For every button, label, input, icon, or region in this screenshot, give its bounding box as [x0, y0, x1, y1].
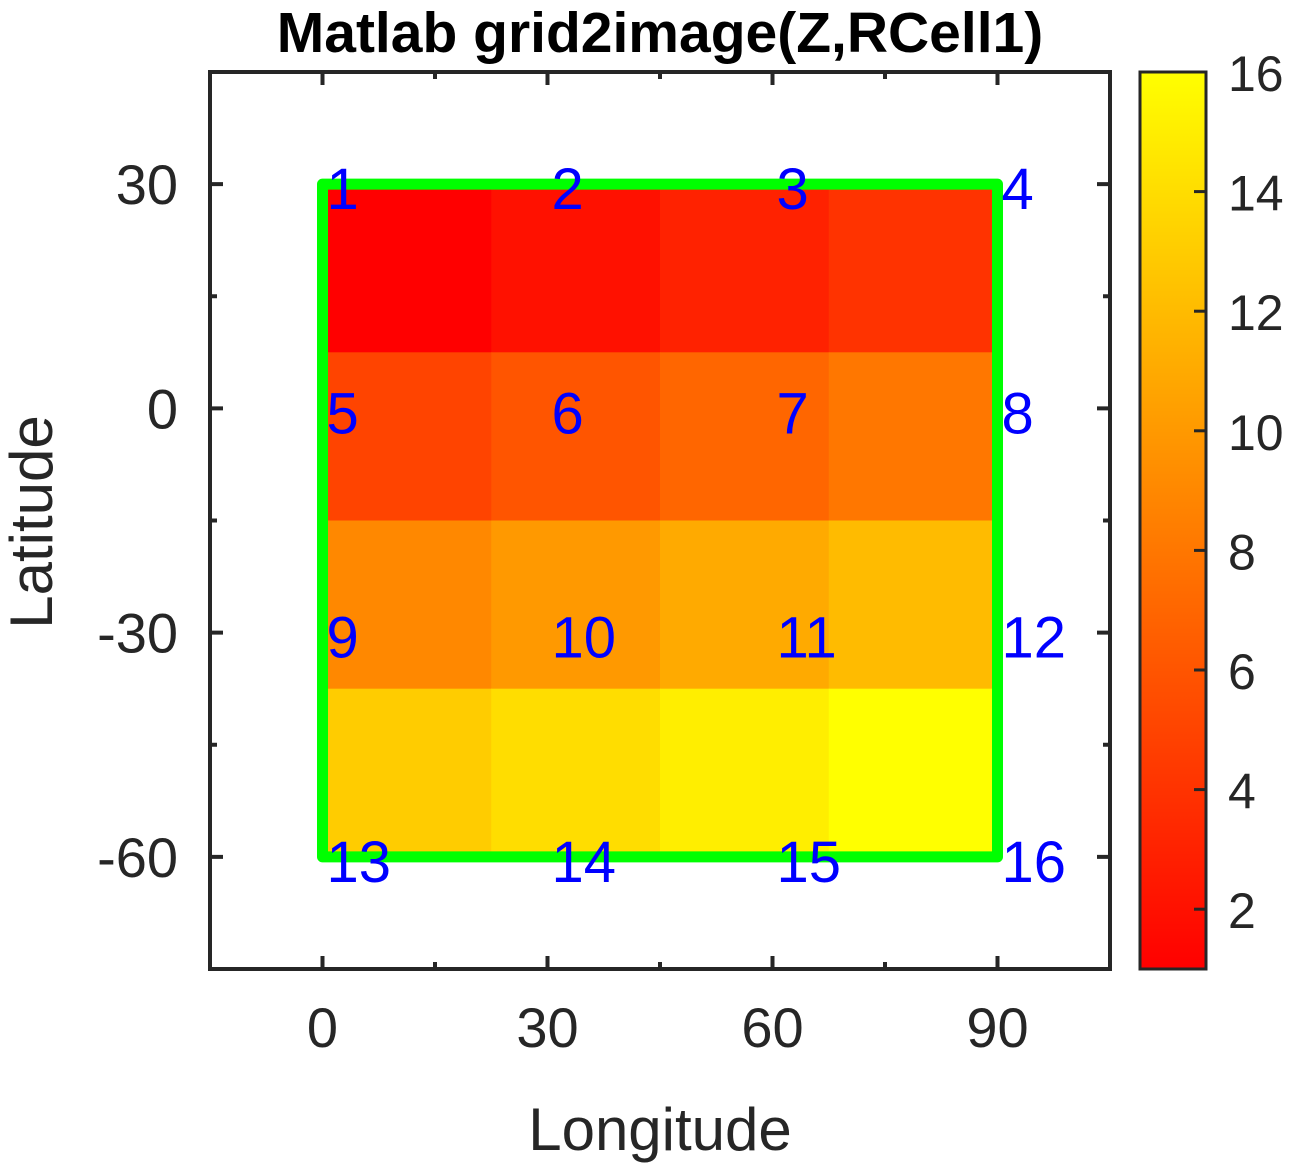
- colorbar-gradient: [1140, 72, 1206, 969]
- cell-label: 6: [552, 381, 584, 446]
- heatmap-cell: [660, 688, 830, 858]
- heatmap-cell: [322, 520, 492, 690]
- cell-label: 4: [1002, 157, 1034, 222]
- cell-label: 8: [1002, 381, 1034, 446]
- x-tick-label: 0: [307, 996, 338, 1059]
- colorbar-tick-label: 14: [1228, 166, 1284, 222]
- heatmap-cell: [491, 184, 661, 353]
- heatmap-cell: [660, 352, 830, 522]
- y-tick-label: -30: [97, 602, 178, 665]
- heatmap-cell: [491, 688, 661, 858]
- cell-label: 11: [777, 606, 837, 671]
- heatmap-cell: [828, 184, 999, 353]
- colorbar-tick-label: 2: [1228, 883, 1256, 939]
- heatmap-cell: [322, 184, 492, 353]
- cell-label: 16: [1002, 830, 1067, 895]
- colorbar-tick-label: 16: [1228, 46, 1284, 102]
- chart-title: Matlab grid2image(Z,RCell1): [277, 1, 1043, 65]
- axes: 0 30 60 90 30 0 -30 -60: [97, 70, 1112, 1059]
- colorbar-frame: [1138, 70, 1208, 971]
- cell-label: 2: [552, 157, 584, 222]
- y-tick-label: 0: [147, 377, 178, 440]
- cell-label: 10: [552, 606, 617, 671]
- colorbar-tick-label: 4: [1228, 764, 1256, 820]
- cell-label: 5: [327, 381, 359, 446]
- colorbar-tick-label: 8: [1228, 524, 1256, 580]
- x-tick-label: 30: [516, 996, 578, 1059]
- heatmap-cell: [660, 520, 830, 690]
- heatmap-cell: [491, 520, 661, 690]
- cell-label: 13: [327, 830, 392, 895]
- y-tick-label: 30: [116, 153, 178, 216]
- heatmap-cell: [828, 688, 999, 858]
- heatmap-cell: [660, 184, 830, 353]
- y-axis-label: Latitude: [0, 415, 65, 629]
- heatmap-cell: [322, 352, 492, 522]
- colorbar-tick-label: 10: [1228, 405, 1284, 461]
- heatmap-cell: [828, 520, 999, 690]
- outline-line: [317, 178, 1003, 863]
- grid-image: [322, 184, 999, 858]
- cell-label: 15: [777, 830, 842, 895]
- cell-label: 14: [552, 830, 617, 895]
- y-tick-label: -60: [97, 826, 178, 889]
- heatmap-cell: [322, 688, 492, 858]
- cell-label: 3: [777, 157, 809, 222]
- colorbar-tick-label: 12: [1228, 285, 1284, 341]
- cell-label: 12: [1002, 606, 1067, 671]
- colorbar: 2 4 6 8 10 12 14 16: [1138, 46, 1284, 971]
- x-tick-label: 90: [966, 996, 1028, 1059]
- heatmap-cell: [828, 352, 999, 522]
- heatmap-cell: [491, 352, 661, 522]
- cell-label: 7: [777, 381, 809, 446]
- cell-label: 1: [327, 157, 359, 222]
- grid-outline: [317, 178, 1003, 863]
- x-tick-label: 60: [741, 996, 803, 1059]
- colorbar-tick-label: 6: [1228, 644, 1256, 700]
- cell-label: 9: [327, 606, 359, 671]
- x-axis-label: Longitude: [528, 1096, 792, 1163]
